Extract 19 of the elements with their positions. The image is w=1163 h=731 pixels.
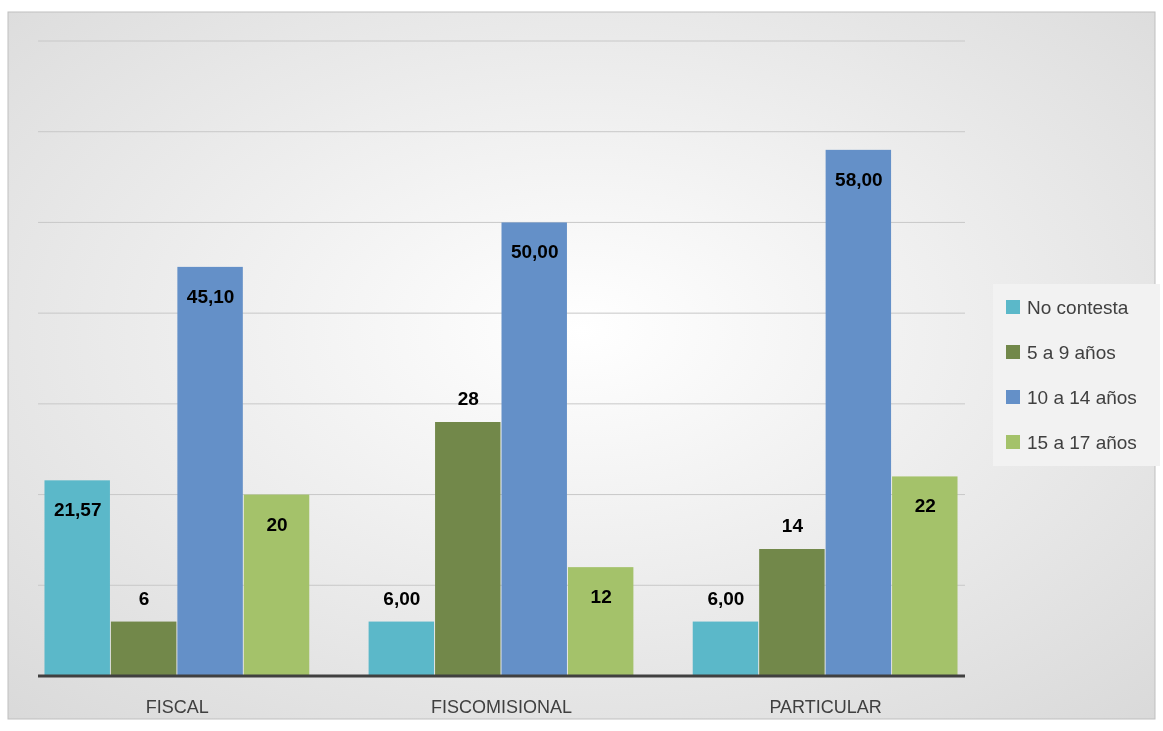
data-label: 6 <box>138 587 150 609</box>
data-label: 50,00 <box>510 241 559 263</box>
data-label: 28 <box>457 388 479 409</box>
data-label: 45,10 <box>186 285 235 307</box>
x-tick-label: FISCAL <box>145 697 209 717</box>
x-tick-label: FISCOMISIONAL <box>430 697 573 717</box>
data-label: 20 <box>266 513 288 535</box>
legend-label: 15 a 17 años <box>1027 432 1137 453</box>
data-label: 58,00 <box>835 168 883 190</box>
legend-label: No contesta <box>1027 297 1129 318</box>
x-tick-label: PARTICULAR <box>769 697 882 717</box>
data-label: 22 <box>914 495 936 517</box>
data-label: 14 <box>781 515 804 536</box>
data-label: 6,00 <box>707 587 745 609</box>
data-label: 21,57 <box>53 499 102 521</box>
legend-label: 10 a 14 años <box>1027 387 1137 408</box>
legend-label: 5 a 9 años <box>1027 342 1116 363</box>
data-label: 12 <box>590 586 612 608</box>
data-label: 6,00 <box>383 587 421 609</box>
